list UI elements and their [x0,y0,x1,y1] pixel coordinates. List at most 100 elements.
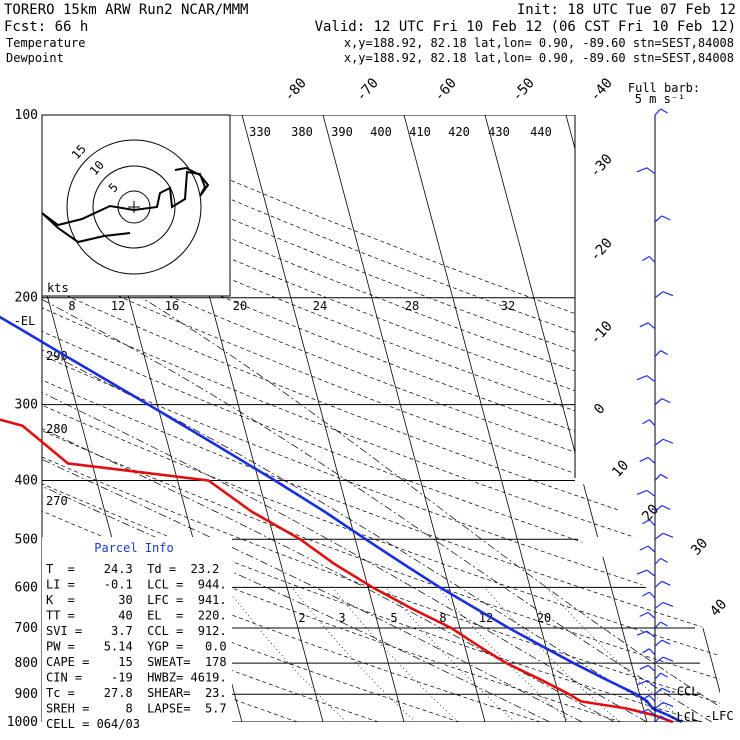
wind-barb-flag [662,532,674,538]
pressure-tick-label: 100 [15,108,38,123]
wind-barb [654,601,664,609]
wind-barb [654,656,664,664]
wind-barb [646,375,656,383]
mixing-ratio-line [484,587,621,722]
wind-barb-flag [660,557,668,563]
wind-barb [654,639,663,647]
mixing-ratio-label: 5 [390,611,397,625]
isotherm [484,115,648,722]
temperature-tick-label: -80 [281,75,310,105]
wind-barb-flag [636,680,648,686]
moist-adiabat [42,297,550,722]
moist-adiabat [42,297,615,722]
wind-barb [648,419,656,427]
parcel-info-row: SREH = 8 LAPSE= 5.7 [46,702,227,716]
parcel-info-row: CELL = 064/03 [46,717,140,731]
wind-barb-flag [660,473,668,479]
parcel-info-row: TT = 40 EL = 220. [46,609,227,623]
pressure-tick-label: 200 [15,291,38,306]
wind-barb-flag [662,601,674,607]
wind-barb [654,672,662,680]
dry-adiabat [42,115,720,722]
mixing-ratio-line [332,587,459,722]
parcel-info-row: T = 24.3 Td = 23.2 [46,562,219,576]
isotherm [565,115,720,722]
wind-barb-flag [660,621,668,627]
wind-barb-flag [642,419,650,425]
wind-barb [654,350,662,357]
wind-barb-flag [662,656,674,662]
dewpoint-station-info: x,y=188.92, 82.18 lat,lon= 0.90, -89.60 … [344,51,734,65]
wind-barb-flag [662,438,674,444]
hodograph-units: kts [47,281,69,295]
wind-barb-flag [636,489,648,495]
wind-barb [654,532,664,540]
temperature-tick-label: -50 [509,75,538,105]
wind-barb-flag [660,672,668,678]
wind-barb [648,256,656,263]
pressure-tick-label: 900 [15,687,38,702]
wind-barb-flag [639,456,649,462]
theta-label: 380 [291,125,313,139]
temperature-legend: Temperature [6,36,85,50]
wind-speed-tick: 12 [111,299,125,313]
temperature-tick-label: -20 [587,235,616,265]
parcel-info-row: CAPE = 15 SWEAT= 178 [46,655,227,669]
wind-barb [654,398,663,406]
moist-adiabat [42,297,648,722]
pressure-tick-label: 400 [15,473,38,488]
theta-label: 410 [409,125,431,139]
parcel-info-row: SVI = 3.7 CCL = 912. [46,624,227,638]
temperature-tick-label: -40 [587,75,616,105]
level-marker: -EL [14,314,36,328]
wind-barb-flag [661,504,671,511]
model-title: TORERO 15km ARW Run2 NCAR/MMM [4,2,248,18]
mixing-ratio-line [437,587,571,722]
wind-barb [654,291,664,299]
hodograph-trace [41,166,210,244]
wind-barb [654,580,663,588]
wind-barb [647,664,656,672]
valid-time: Valid: 12 UTC Fri 10 Feb 12 (06 CST Fri … [315,19,736,35]
wind-barb-flag [636,167,648,173]
moist-adiabat [42,297,583,722]
wind-barb-flag [636,375,648,381]
dry-adiabat [42,115,720,722]
parcel-info-title: Parcel Info [94,541,173,555]
moist-adiabat [141,297,720,722]
isotherm [646,115,720,722]
hodograph-ring-10 [92,165,176,249]
temperature-tick-label: -10 [587,318,616,348]
theta-label: 440 [530,125,552,139]
pressure-tick-label: 500 [15,532,38,547]
theta-label: 420 [448,125,470,139]
wind-barb-flag [636,630,648,636]
wind-speed-tick: 32 [501,299,515,313]
dry-adiabat [42,115,720,722]
mixing-ratio-label: 2 [298,611,305,625]
wind-barb-flag [661,215,671,221]
theta-label: 400 [370,125,392,139]
wind-barb-column: Full barb: 5 m s⁻¹ [628,81,700,723]
temperature-tick-label: -70 [353,75,382,105]
pressure-tick-label: 600 [15,580,38,595]
wind-barb [646,630,656,638]
level-marker: -LCL [669,710,698,724]
wind-barb [654,215,663,223]
wind-barb-flag [642,591,650,597]
wind-barb-flag [642,648,650,654]
wind-barb [654,715,662,723]
level-marker: -CCL [670,685,699,699]
wind-barb-flag [642,256,650,262]
theta-label: 330 [249,125,271,139]
temperature-tick-label: 40 [707,596,730,619]
wind-barb-title: Full barb: [628,81,700,95]
wind-barb-flag [660,108,668,114]
init-time: Init: 18 UTC Tue 07 Feb 12 [517,2,736,18]
parcel-info-row: K = 30 LFC = 941. [46,593,227,607]
mixing-ratio-line [291,587,416,722]
temperature-tick-label: 30 [688,535,711,558]
wind-barb [654,701,664,709]
wind-barb [648,591,656,599]
